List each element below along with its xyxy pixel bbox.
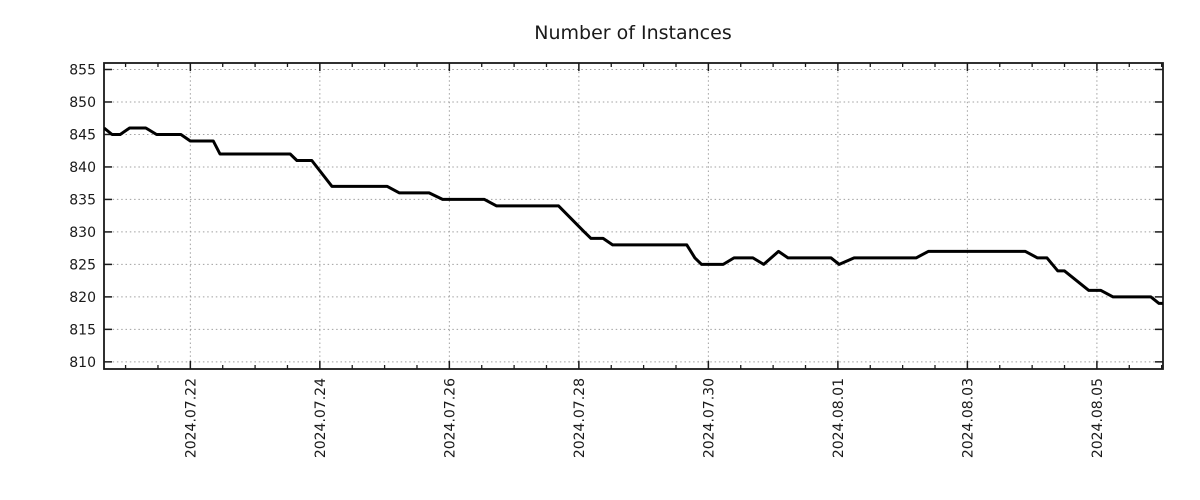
x-tick-label: 2024.07.22 [183,378,199,458]
y-tick-label: 835 [69,192,96,208]
y-tick-label: 845 [69,127,96,143]
gridlines [104,63,1163,369]
y-tick-label: 815 [69,322,96,338]
y-tick-label: 850 [69,95,96,111]
y-tick-label: 825 [69,257,96,273]
y-axis-labels: 855 850 845 840 835 830 825 820 815 810 [69,62,96,370]
y-tick-label: 810 [69,355,96,371]
x-tick-label: 2024.07.26 [442,378,458,458]
x-tick-label: 2024.07.24 [313,378,329,458]
y-tick-label: 820 [69,290,96,306]
x-tick-label: 2024.08.01 [831,378,847,458]
y-tick-label: 855 [69,62,96,78]
x-tick-label: 2024.08.03 [960,378,976,458]
x-tick-label: 2024.07.28 [572,378,588,458]
chart-title: Number of Instances [534,22,731,44]
series-line-instances [104,126,1163,305]
x-tick-label: 2024.08.05 [1090,378,1106,458]
x-axis-labels: 2024.07.22 2024.07.24 2024.07.26 2024.07.28… [183,378,1106,458]
y-tick-label: 830 [69,225,96,241]
plot-border [103,62,1164,370]
x-tick-label: 2024.07.30 [701,378,717,458]
axis-ticks [104,63,1163,369]
y-tick-label: 840 [69,160,96,176]
